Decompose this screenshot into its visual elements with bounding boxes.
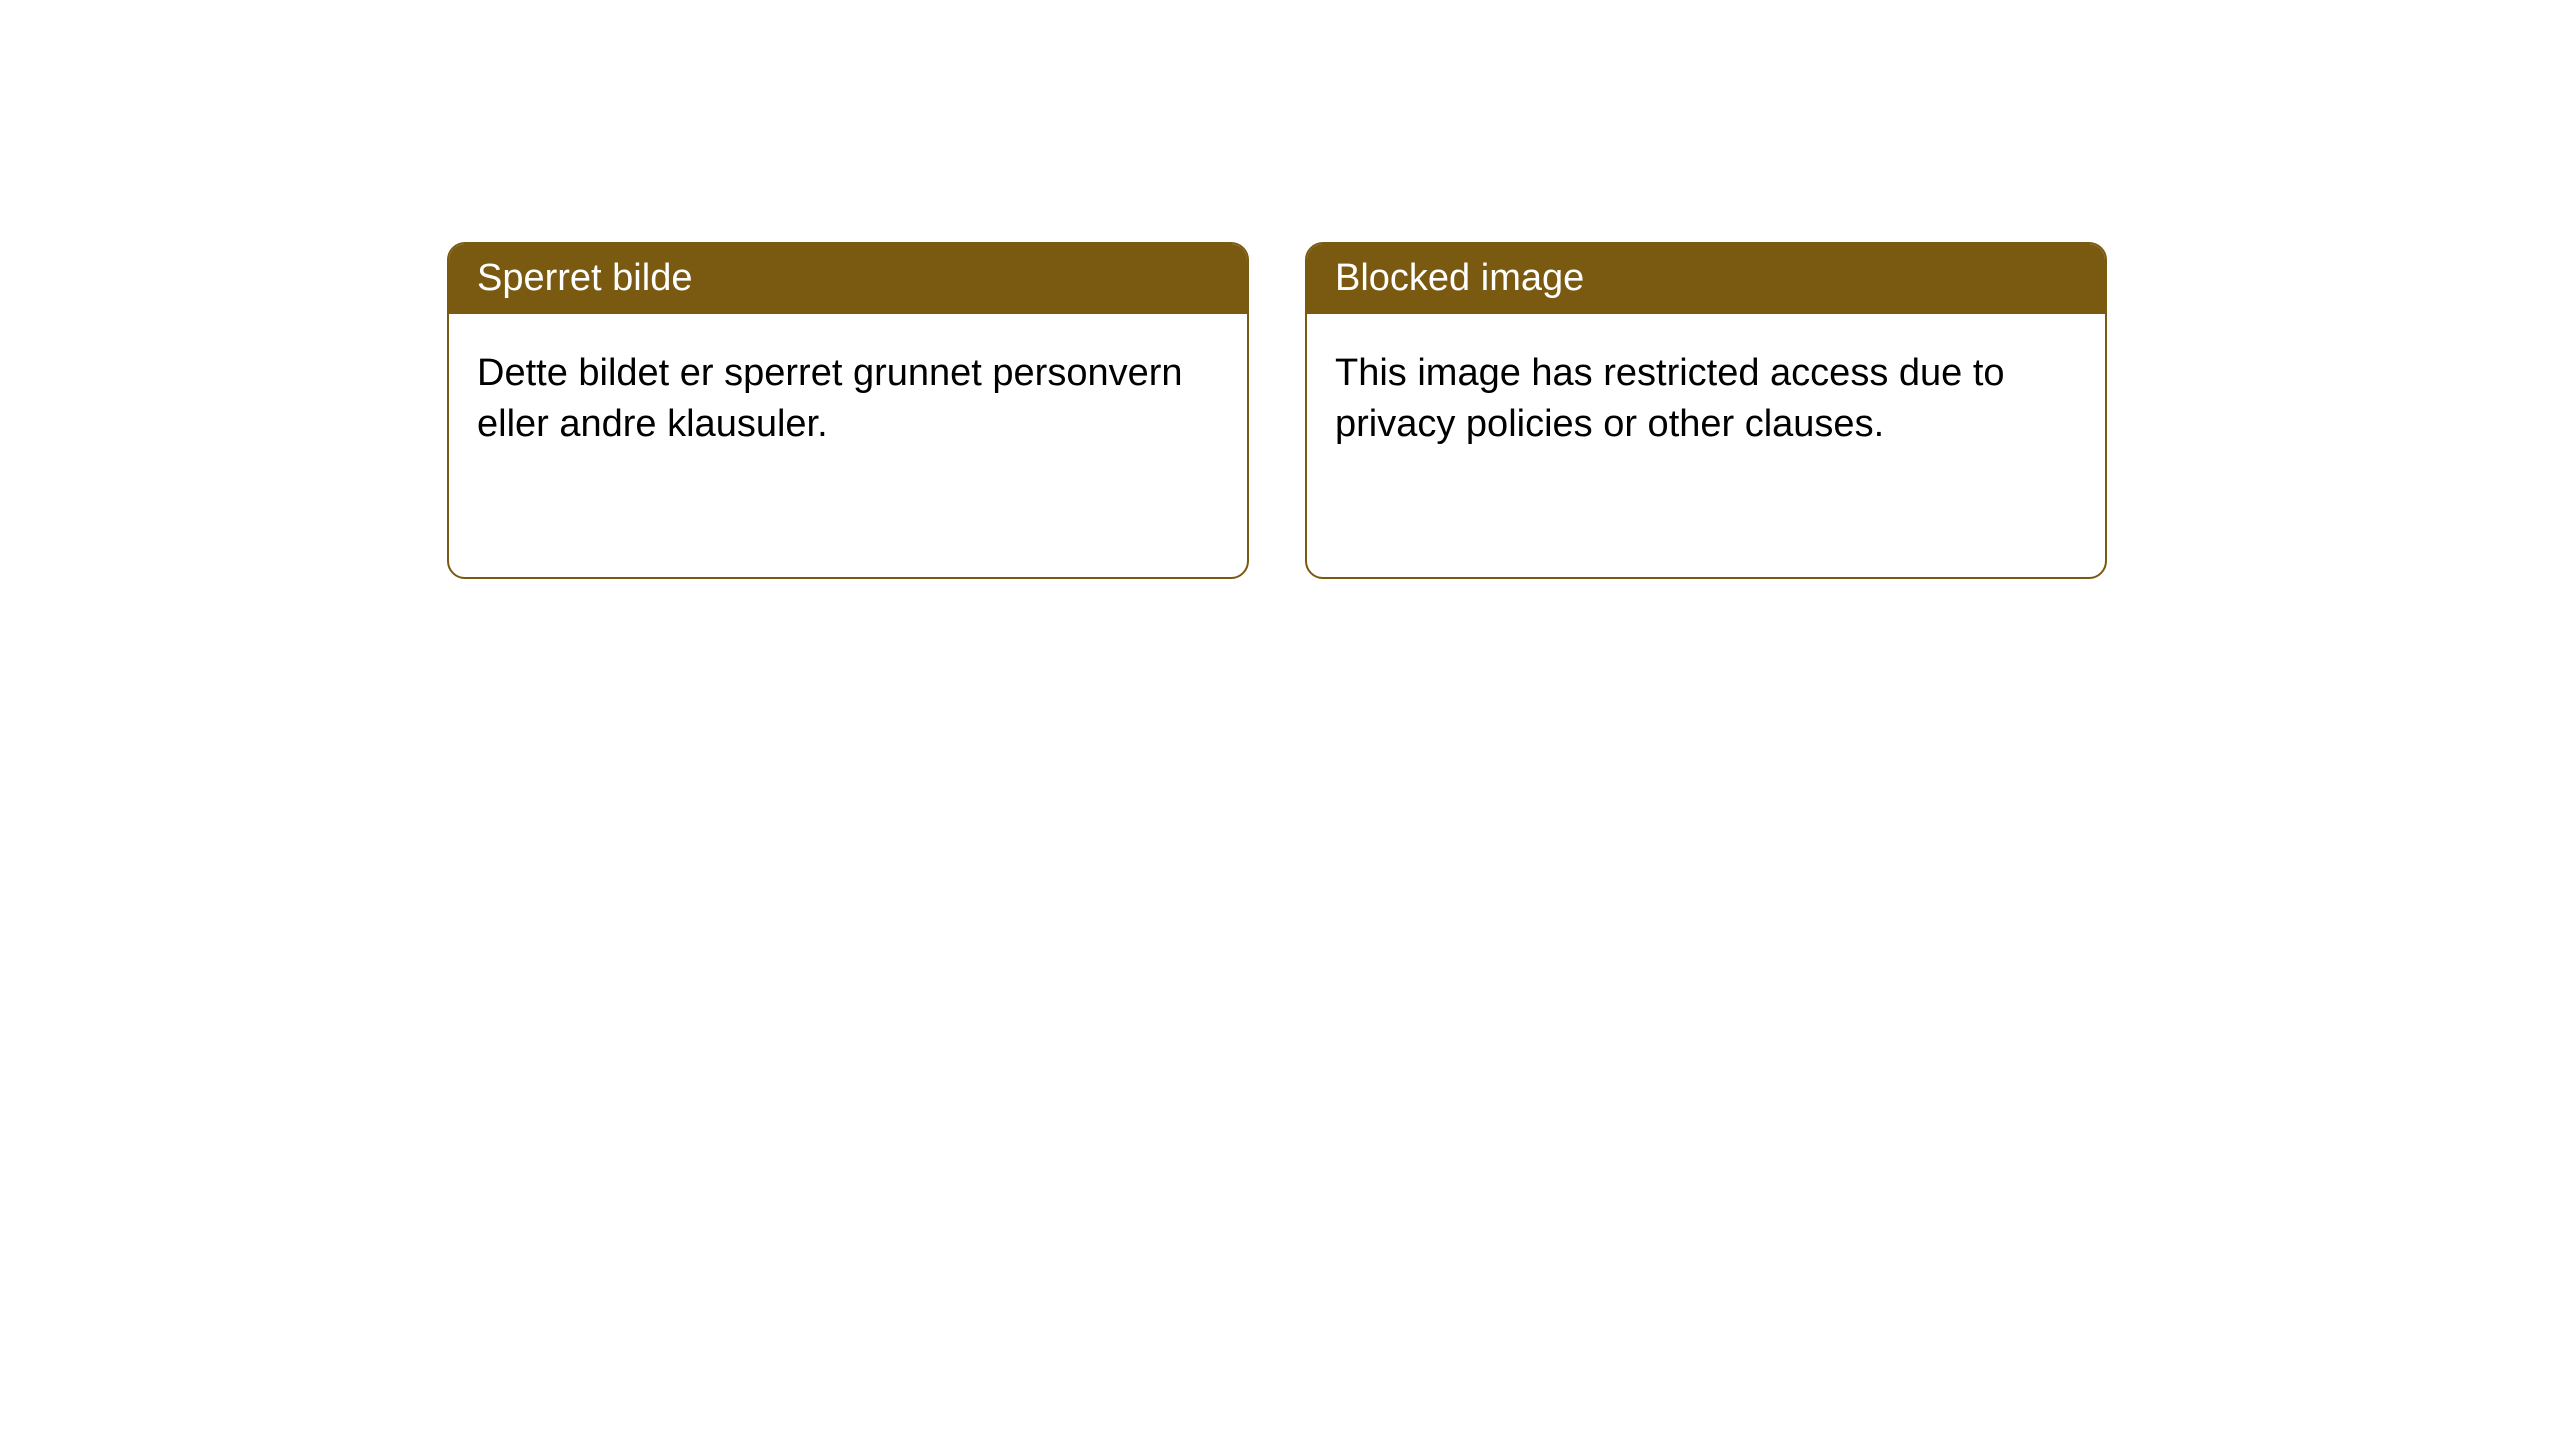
notice-title: Blocked image (1335, 257, 1584, 299)
notice-header: Blocked image (1307, 244, 2105, 314)
notice-container: Sperret bilde Dette bildet er sperret gr… (447, 242, 2107, 579)
notice-box-english: Blocked image This image has restricted … (1305, 242, 2107, 579)
notice-message: This image has restricted access due to … (1335, 352, 2005, 445)
notice-body: Dette bildet er sperret grunnet personve… (449, 314, 1247, 485)
notice-box-norwegian: Sperret bilde Dette bildet er sperret gr… (447, 242, 1249, 579)
notice-message: Dette bildet er sperret grunnet personve… (477, 352, 1183, 445)
notice-header: Sperret bilde (449, 244, 1247, 314)
notice-body: This image has restricted access due to … (1307, 314, 2105, 485)
notice-title: Sperret bilde (477, 257, 692, 299)
